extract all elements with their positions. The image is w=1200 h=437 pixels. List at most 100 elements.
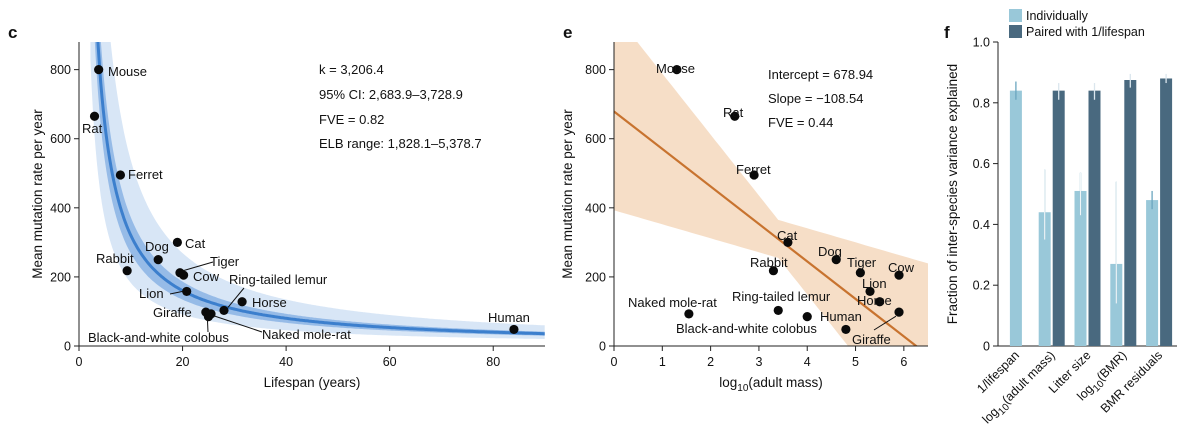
point-tiger bbox=[855, 268, 865, 278]
point-rabbit bbox=[122, 266, 132, 276]
point-label-mouse: Mouse bbox=[656, 61, 695, 76]
y-tick-label: 0.2 bbox=[973, 279, 990, 293]
point-label-tiger: Tiger bbox=[210, 254, 240, 269]
point-black-and-white-colobus bbox=[802, 312, 812, 322]
y-tick-label: 400 bbox=[50, 201, 71, 215]
confidence-band bbox=[614, 42, 928, 346]
point-label-cow: Cow bbox=[193, 269, 220, 284]
point-label-giraffe: Giraffe bbox=[153, 305, 192, 320]
regression-line bbox=[614, 110, 918, 346]
x-axis-title: Lifespan (years) bbox=[264, 375, 361, 390]
point-ring-tailed-lemur bbox=[219, 305, 229, 316]
point-cat bbox=[172, 237, 182, 247]
point-cat bbox=[783, 237, 793, 247]
point-label-lion: Lion bbox=[139, 286, 164, 301]
point-mouse bbox=[94, 65, 104, 75]
point-lion bbox=[865, 286, 875, 297]
point-label-ferret: Ferret bbox=[128, 167, 163, 182]
point-label-rabbit: Rabbit bbox=[750, 255, 788, 270]
point-naked-mole-rat bbox=[684, 309, 694, 319]
y-tick-label: 0 bbox=[64, 340, 71, 354]
point-label-ferret: Ferret bbox=[736, 162, 771, 177]
point-label-cat: Cat bbox=[185, 236, 206, 251]
point-rabbit bbox=[768, 266, 779, 276]
y-axis-title: Fraction of inter-species variance expla… bbox=[945, 64, 960, 324]
y-tick-label: 600 bbox=[585, 132, 606, 146]
x-tick-label: 0 bbox=[611, 355, 618, 369]
point-rat bbox=[730, 111, 740, 121]
leader-lion bbox=[169, 290, 183, 295]
stat-annotation-1: Intercept = 678.94 bbox=[768, 67, 873, 82]
bar-paired-with-1-lifespan-litter-size bbox=[1088, 90, 1101, 346]
point-human bbox=[509, 324, 519, 335]
point-label-rat: Rat bbox=[82, 121, 103, 136]
point-lion bbox=[182, 286, 192, 297]
y-tick-label: 800 bbox=[585, 63, 606, 77]
point-label-human: Human bbox=[488, 310, 530, 325]
leader-giraffe bbox=[873, 315, 897, 331]
panel-f-variance-bars: f 0 0.2 0.4 0.6 0.8 1.0 Fraction of inter-spec… bbox=[944, 9, 1177, 426]
x-tick-label: 1 bbox=[659, 355, 666, 369]
x-tick-label: 40 bbox=[279, 355, 293, 369]
y-tick-label: 0.8 bbox=[973, 96, 990, 110]
y-tick-label: 1.0 bbox=[973, 36, 990, 50]
y-tick-label: 600 bbox=[50, 132, 71, 146]
point-label-human: Human bbox=[820, 309, 862, 324]
fit-curve bbox=[96, 42, 545, 336]
stat-annotation-2: 95% CI: 2,683.9–3,728.9 bbox=[319, 87, 463, 102]
point-label-giraffe: Giraffe bbox=[852, 332, 891, 347]
point-rat bbox=[89, 111, 100, 121]
bar-paired-with-1-lifespan-log10-adult-mass bbox=[1052, 90, 1065, 346]
y-tick-label: 0 bbox=[983, 340, 990, 354]
point-cow bbox=[178, 270, 189, 280]
point-label-rat: Rat bbox=[723, 105, 744, 120]
bar-paired-with-1-lifespan-bmr-residuals bbox=[1160, 78, 1173, 346]
point-label-ring-tailed-lemur: Ring-tailed lemur bbox=[229, 272, 328, 287]
point-cow bbox=[894, 270, 904, 280]
point-label-ring-tailed-lemur: Ring-tailed lemur bbox=[732, 289, 831, 304]
point-horse bbox=[875, 297, 885, 307]
x-tick-label: 4 bbox=[804, 355, 811, 369]
stat-annotation-1: k = 3,206.4 bbox=[319, 62, 384, 77]
category-label-bmr-residuals: BMR residuals bbox=[1098, 348, 1165, 415]
point-label-mouse: Mouse bbox=[108, 64, 147, 79]
stat-annotation-3: FVE = 0.82 bbox=[319, 112, 384, 127]
panel-c-lifespan-plot: c 0 200 400 600 800 0 20 40 60 80 Mean mutation ra… bbox=[8, 23, 545, 390]
panel-letter-e: e bbox=[563, 23, 572, 42]
point-label-lion: Lion bbox=[862, 276, 887, 291]
panel-e-adult-mass-plot: e 0 200 400 600 800 0 1 2 3 4 5 6 Mean mutation rate… bbox=[560, 23, 928, 394]
point-ring-tailed-lemur bbox=[773, 305, 783, 316]
leader-ring-tailed-lemur bbox=[227, 287, 245, 308]
stat-annotation-3: FVE = 0.44 bbox=[768, 115, 833, 130]
bar-individually-log10-adult-mass bbox=[1038, 212, 1051, 346]
y-tick-label: 0.6 bbox=[973, 157, 990, 171]
bar-paired-with-1-lifespan-log10-bmr bbox=[1124, 80, 1137, 346]
leader-black-and-white-colobus bbox=[206, 319, 209, 333]
point-label-dog: Dog bbox=[818, 244, 842, 259]
y-axis-title: Mean mutation rate per year bbox=[560, 109, 575, 279]
point-ferret bbox=[115, 170, 126, 180]
y-axis-title: Mean mutation rate per year bbox=[30, 109, 45, 279]
x-tick-label: 3 bbox=[755, 355, 762, 369]
panel-letter-c: c bbox=[8, 23, 17, 42]
legend-swatch-paired bbox=[1009, 25, 1022, 38]
y-tick-label: 0.4 bbox=[973, 218, 990, 232]
legend-swatch-individually bbox=[1009, 9, 1022, 22]
panel-e-fit-layer bbox=[614, 42, 928, 346]
leader-naked-mole-rat bbox=[213, 315, 263, 333]
x-tick-label: 0 bbox=[76, 355, 83, 369]
point-human bbox=[841, 324, 851, 335]
point-label-cow: Cow bbox=[888, 260, 915, 275]
y-tick-label: 0 bbox=[599, 340, 606, 354]
x-tick-label: 6 bbox=[900, 355, 907, 369]
y-tick-label: 200 bbox=[585, 270, 606, 284]
panel-c-fit-layer bbox=[90, 42, 545, 339]
panel-letter-f: f bbox=[944, 23, 950, 42]
y-tick-label: 400 bbox=[585, 201, 606, 215]
legend-label-paired: Paired with 1/lifespan bbox=[1026, 25, 1145, 39]
point-label-horse: Horse bbox=[857, 293, 892, 308]
bar-individually-1-lifespan bbox=[1009, 90, 1022, 346]
point-label-naked-mole-rat: Naked mole-rat bbox=[262, 327, 351, 342]
point-label-tiger: Tiger bbox=[847, 255, 877, 270]
